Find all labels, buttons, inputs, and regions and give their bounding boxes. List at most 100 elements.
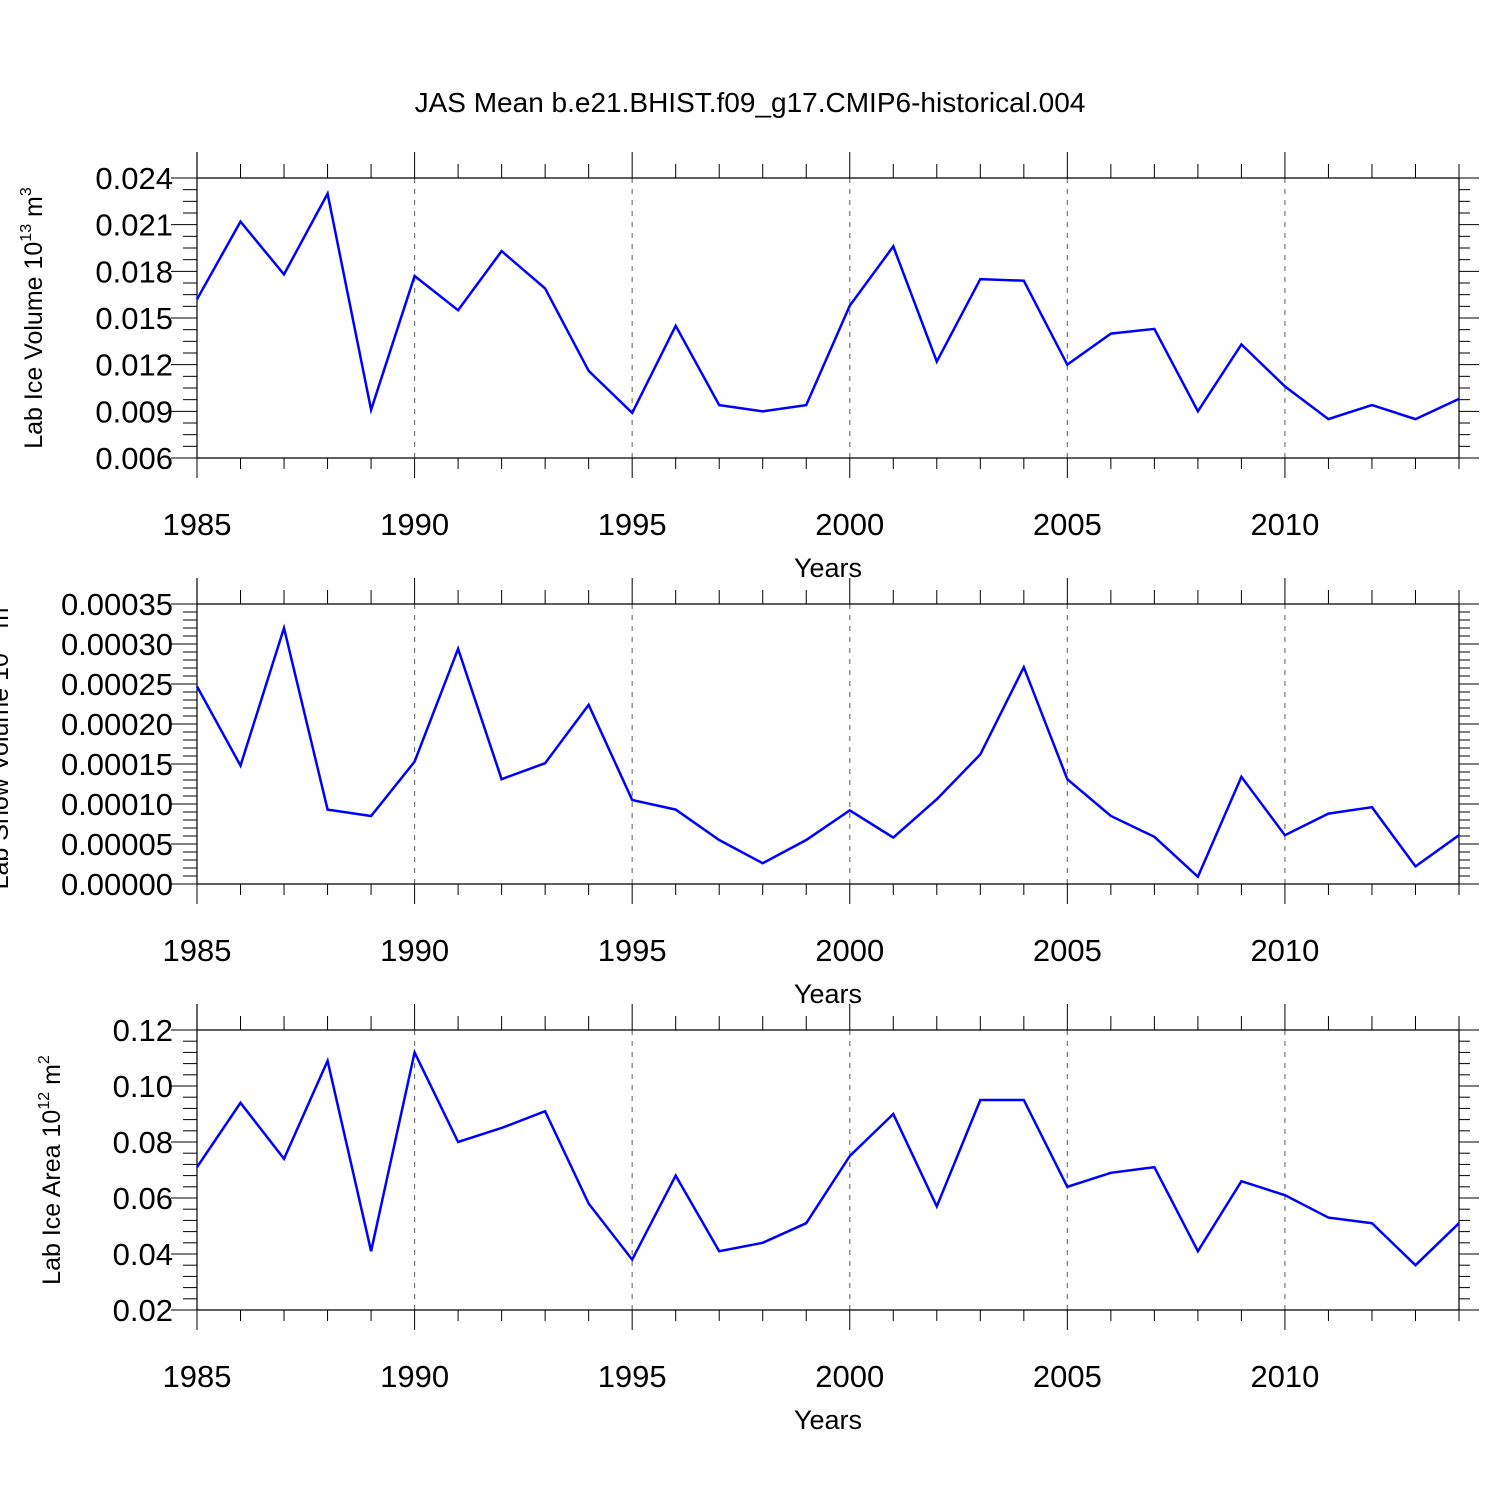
data-point <box>370 409 372 411</box>
data-point <box>849 1155 851 1157</box>
figure-title: JAS Mean b.e21.BHIST.f09_g17.CMIP6-histo… <box>415 87 1086 118</box>
data-point <box>1458 834 1460 836</box>
data-point <box>1110 815 1112 817</box>
data-point <box>1066 363 1068 365</box>
y-axis-label-base: Lab Snow Volume 10 <box>0 653 14 889</box>
y-tick-label: 0.021 <box>95 208 173 243</box>
data-point <box>544 762 546 764</box>
x-tick-label: 1995 <box>598 507 667 542</box>
data-point <box>1414 418 1416 420</box>
y-tick-label: 0.00035 <box>61 587 173 622</box>
data-point <box>936 798 938 800</box>
x-tick-label: 2010 <box>1250 507 1319 542</box>
y-tick-label: 0.015 <box>95 301 173 336</box>
data-point <box>849 809 851 811</box>
series-line <box>195 623 1460 879</box>
data-point <box>1327 812 1329 814</box>
data-point <box>239 1102 241 1104</box>
chart-panel-3: 1985 1990 1995 2000 2005 2010 0.02 0.04 0.06 0.08… <box>36 1004 1479 1435</box>
data-point <box>370 815 372 817</box>
data-point <box>196 685 198 687</box>
data-point <box>631 412 633 414</box>
data-point <box>805 839 807 841</box>
data-point <box>413 760 415 762</box>
y-axis-label-exponent: 13 <box>18 224 35 242</box>
data-point <box>457 1141 459 1143</box>
data-point <box>979 753 981 755</box>
data-point <box>1197 410 1199 412</box>
x-tick-label: 2000 <box>815 933 884 968</box>
data-point <box>936 1205 938 1207</box>
data-point <box>1066 778 1068 780</box>
data-point <box>674 1174 676 1176</box>
data-point <box>892 245 894 247</box>
chart-panel-2: 1985 1990 1995 2000 2005 2010 0.00000 0.00005 0.… <box>0 578 1479 1009</box>
data-point <box>1414 1264 1416 1266</box>
x-tick-label: 1985 <box>163 507 232 542</box>
y-tick-label: 0.10 <box>113 1069 173 1104</box>
y-tick-label: 0.06 <box>113 1181 173 1216</box>
data-point <box>544 1110 546 1112</box>
data-point <box>762 410 764 412</box>
data-point <box>631 1258 633 1260</box>
data-point <box>1197 1250 1199 1252</box>
data-point <box>500 778 502 780</box>
data-point <box>1458 398 1460 400</box>
data-point <box>805 404 807 406</box>
data-point <box>587 704 589 706</box>
y-tick-label: 0.024 <box>95 161 173 196</box>
y-tick-label: 0.02 <box>113 1293 173 1328</box>
y-tick-label: 0.00030 <box>61 627 173 662</box>
data-point <box>544 287 546 289</box>
data-point <box>457 648 459 650</box>
data-point <box>1458 1222 1460 1224</box>
x-tick-label: 2000 <box>815 507 884 542</box>
y-axis-label-unit: m <box>38 1064 66 1092</box>
data-point <box>587 1202 589 1204</box>
data-point <box>718 839 720 841</box>
x-axis-label: Years <box>794 553 862 583</box>
x-tick-label: 1995 <box>598 933 667 968</box>
data-point <box>500 250 502 252</box>
y-tick-label: 0.009 <box>95 394 173 429</box>
y-tick-label: 0.00020 <box>61 707 173 742</box>
data-point <box>326 808 328 810</box>
y-axis-label: Lab Snow Volume 1013 m3 <box>0 599 14 890</box>
series-line <box>195 1048 1460 1267</box>
data-point <box>892 1113 894 1115</box>
data-point <box>196 1166 198 1168</box>
x-tick-label: 2005 <box>1033 933 1102 968</box>
y-tick-label: 0.04 <box>113 1237 173 1272</box>
y-axis-label-exponent: 12 <box>36 1092 53 1110</box>
data-point <box>1240 343 1242 345</box>
data-point <box>631 799 633 801</box>
y-tick-label: 0.12 <box>113 1013 173 1048</box>
panels-container: 1985 1990 1995 2000 2005 2010 0.006 0.009 0.012 0… <box>0 152 1479 1435</box>
y-tick-label: 0.00000 <box>61 867 173 902</box>
data-point <box>1371 1222 1373 1224</box>
data-point <box>805 1222 807 1224</box>
data-point <box>892 836 894 838</box>
y-tick-label: 0.006 <box>95 441 173 476</box>
data-point <box>1284 834 1286 836</box>
y-axis-label-unit-exponent: 2 <box>36 1055 53 1064</box>
y-tick-label: 0.08 <box>113 1125 173 1160</box>
data-point <box>1327 418 1329 420</box>
y-tick-label: 0.012 <box>95 348 173 383</box>
data-point <box>1371 806 1373 808</box>
data-point <box>283 1158 285 1160</box>
data-point <box>370 1250 372 1252</box>
y-tick-label: 0.018 <box>95 254 173 289</box>
data-point <box>1066 1186 1068 1188</box>
data-point <box>1327 1216 1329 1218</box>
data-point <box>849 304 851 306</box>
y-axis-label-base: Lab Ice Volume 10 <box>20 242 48 449</box>
data-point <box>239 220 241 222</box>
data-point <box>1153 1166 1155 1168</box>
data-point <box>283 627 285 629</box>
data-point <box>196 298 198 300</box>
y-axis-label-unit-exponent: 3 <box>18 187 35 196</box>
y-axis-label-base: Lab Ice Area 10 <box>38 1110 66 1285</box>
data-point <box>239 764 241 766</box>
